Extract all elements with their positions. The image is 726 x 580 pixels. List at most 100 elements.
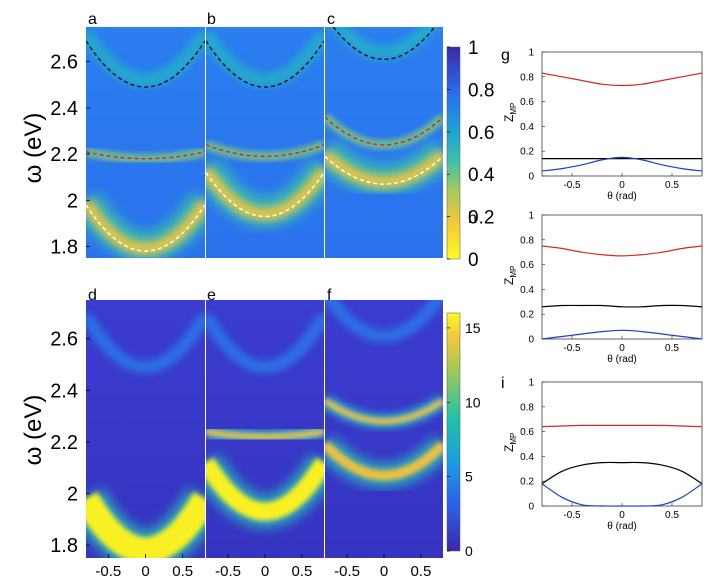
- dashed-white-b: [206, 172, 324, 218]
- side-y-tick-label: 0.4: [520, 285, 534, 296]
- side-x-tick-label: 0: [619, 510, 625, 521]
- line-plot-h: 1 0.8 0.6 0.4 0.2 0 -0.5 0 0.5 θ (rad) ZMP: [502, 211, 703, 365]
- panel-label-i: i: [501, 375, 505, 392]
- side-line-plots: 1 0.8 0.6 0.4 0.2 0 -0.5 0 0.5 θ (rad) ZMP 1 0.8 0.6 0…: [502, 48, 703, 532]
- heatmap-d-bands: [86, 312, 205, 558]
- band-middle-core-f: [325, 398, 443, 425]
- x-tick-label-d: 0: [141, 563, 149, 580]
- side-x-tick-label: -0.5: [563, 180, 581, 191]
- side-y-axis-label: ZMP: [502, 103, 518, 122]
- series-line-i-0: [541, 424, 703, 428]
- heatmap-f-bands: [325, 300, 443, 488]
- panel-label-g: g: [501, 47, 510, 64]
- band-lower-core-a: [86, 199, 205, 255]
- heatmap-c-dashed-curves: [325, 27, 443, 185]
- x-ticks-bottom: -0.5 0 0.5 -0.5 0 0.5 -0.5 0 0.5: [95, 554, 431, 580]
- series-line-h-1: [541, 304, 703, 308]
- colorbar-top-tick-label: 0: [468, 250, 479, 271]
- side-y-tick-label: 0.2: [520, 310, 534, 321]
- side-y-tick-label: 1: [528, 378, 534, 389]
- side-x-tick-label: 0: [619, 180, 625, 191]
- heatmap-b-dashed-curves: [206, 40, 324, 218]
- band-lower-core-e: [206, 457, 324, 521]
- side-y-tick-label: 0.4: [520, 122, 534, 133]
- side-x-tick-label: -0.5: [563, 343, 581, 354]
- series-line-g-2: [541, 156, 703, 172]
- band-upper-f: [325, 300, 443, 343]
- side-y-axis-label-subscript: MP: [509, 266, 518, 278]
- plot-frame-i: [541, 381, 703, 507]
- band-upper-e: [206, 312, 324, 374]
- dashed-red-c: [325, 116, 443, 146]
- series-line-i-2: [541, 483, 703, 507]
- plot-frame-g: [541, 51, 703, 177]
- band-upper-d: [86, 312, 205, 374]
- y-tick-bottom-label: 2.6: [50, 329, 78, 351]
- band-lower-core-c: [325, 149, 443, 188]
- side-y-tick-label: 0.4: [520, 452, 534, 463]
- colorbar-bottom-ticks: 15 10 5 0: [447, 320, 481, 559]
- y-ticks-bottom: 2.6 2.4 2.2 2 1.8: [50, 329, 90, 557]
- colorbar-top: [446, 46, 461, 260]
- y-ticks-top: 2.6 2.4 2.2 2 1.8: [50, 52, 90, 258]
- side-y-tick-label: 0.8: [520, 235, 534, 246]
- heatmap-e-bands: [206, 312, 324, 528]
- plot-frame-h: [541, 214, 703, 340]
- x-tick-label-f: 0.5: [410, 563, 431, 580]
- panel-label-d: d: [88, 287, 97, 304]
- line-plot-i: 1 0.8 0.6 0.4 0.2 0 -0.5 0 0.5 θ (rad) ZMP: [502, 378, 703, 532]
- series-line-h-0: [541, 245, 703, 257]
- panel-label-c: c: [327, 11, 335, 28]
- panel-label-h: h: [468, 210, 477, 227]
- heatmap-b-bands: [206, 30, 324, 227]
- side-x-axis-label: θ (rad): [607, 191, 636, 202]
- band-upper-c: [329, 27, 439, 60]
- y-tick-bottom-label: 2.4: [50, 380, 78, 402]
- line-plot-g: 1 0.8 0.6 0.4 0.2 0 -0.5 0 0.5 θ (rad) ZMP: [502, 48, 703, 202]
- x-tick-label-e: 0: [261, 563, 269, 580]
- dashed-white-a: [86, 204, 205, 252]
- band-lower-core-b: [206, 166, 324, 221]
- bottom-heatmaps: [86, 300, 443, 558]
- side-y-tick-label: 0.8: [520, 72, 534, 83]
- y-tick-top-label: 2.2: [50, 144, 78, 166]
- series-line-h-2: [541, 329, 703, 340]
- band-lower-core-d: [86, 492, 205, 558]
- y-tick-top-label: 2.4: [50, 98, 78, 120]
- dashed-white-c: [325, 155, 443, 185]
- side-y-tick-label: 0.6: [520, 427, 534, 438]
- colorbar-bottom-tick-label: 5: [465, 469, 473, 485]
- side-y-tick-label: 1: [528, 211, 534, 222]
- y-axis-label-bottom: ω (eV): [20, 395, 47, 466]
- y-tick-top-label: 2: [67, 190, 78, 212]
- side-y-axis-label: ZMP: [502, 266, 518, 285]
- dashed-black-b: [206, 40, 324, 88]
- colorbar-top-tick-label: 0.2: [468, 208, 494, 229]
- series-line-i-1: [541, 461, 703, 485]
- x-tick-label-e: -0.5: [215, 563, 241, 580]
- dashed-black-a: [86, 40, 205, 88]
- top-heatmaps: [86, 27, 443, 258]
- side-x-tick-label: 0.5: [665, 510, 679, 521]
- side-y-tick-label: 0.6: [520, 260, 534, 271]
- y-tick-bottom-label: 1.8: [50, 535, 78, 557]
- x-tick-label-f: 0: [380, 563, 388, 580]
- dashed-red-b: [206, 144, 324, 158]
- panel-label-b: b: [207, 11, 216, 28]
- side-x-axis-label: θ (rad): [607, 521, 636, 532]
- x-tick-label-e: 0.5: [291, 563, 312, 580]
- dashed-black-c: [332, 27, 436, 61]
- side-x-tick-label: 0.5: [665, 343, 679, 354]
- panel-label-e: e: [207, 287, 216, 304]
- band-lower-core-f: [325, 441, 443, 481]
- side-x-tick-label: -0.5: [563, 510, 581, 521]
- colorbar-bottom-tick-label: 0: [465, 543, 473, 559]
- side-y-axis-label: ZMP: [502, 433, 518, 452]
- dashed-red-a: [86, 151, 205, 160]
- series-line-g-0: [541, 72, 703, 87]
- colorbar-top-tick-label: 0.4: [468, 165, 495, 186]
- x-tick-label-d: -0.5: [95, 563, 121, 580]
- band-upper-b: [206, 30, 324, 88]
- side-y-tick-label: 0.8: [520, 402, 534, 413]
